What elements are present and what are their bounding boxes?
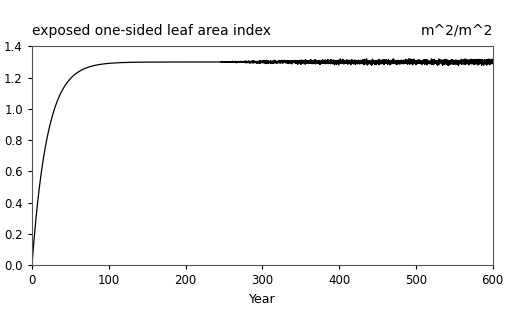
- X-axis label: Year: Year: [249, 293, 276, 306]
- Text: m^2/m^2: m^2/m^2: [420, 24, 493, 38]
- Text: exposed one-sided leaf area index: exposed one-sided leaf area index: [32, 24, 271, 38]
